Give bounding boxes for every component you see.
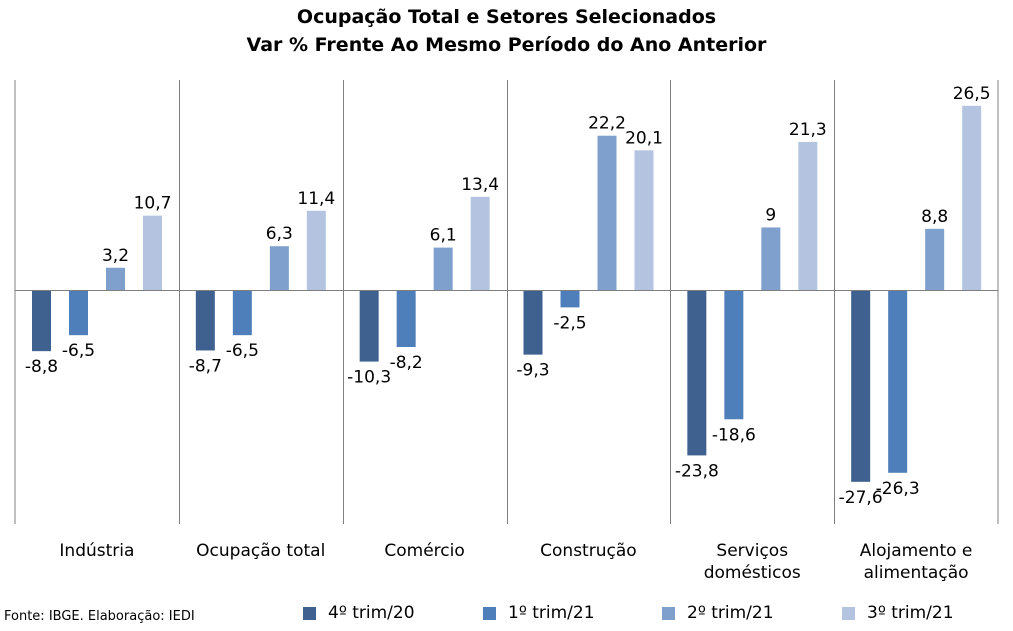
- bar: [798, 141, 818, 290]
- data-label: 6,1: [430, 226, 457, 246]
- data-label: 11,4: [297, 189, 335, 209]
- data-label: -23,8: [675, 461, 719, 481]
- data-label: -8,2: [390, 353, 423, 373]
- chart-title-line1: Ocupação Total e Setores Selecionados: [296, 6, 717, 28]
- bar: [143, 215, 162, 290]
- bar: [470, 196, 490, 290]
- bar: [634, 150, 654, 290]
- bar: [724, 290, 744, 420]
- data-label: -18,6: [712, 425, 756, 445]
- data-label: 3,2: [102, 246, 129, 266]
- category-label: Indústria: [59, 541, 135, 561]
- source-note: Fonte: IBGE. Elaboração: IEDI: [4, 609, 195, 624]
- category-label: Construção: [540, 541, 637, 561]
- data-label: -2,5: [553, 313, 586, 333]
- data-label: -8,7: [189, 356, 222, 376]
- bar: [761, 227, 781, 290]
- legend-item: 4º trim/20: [303, 602, 415, 624]
- data-label: 10,7: [134, 194, 172, 214]
- legend-swatch: [303, 606, 316, 620]
- legend-label: 2º trim/21: [687, 603, 774, 623]
- bar: [106, 267, 125, 290]
- chart-title-line2: Var % Frente Ao Mesmo Período do Ano Ant…: [246, 34, 767, 56]
- legend-label: 3º trim/21: [867, 603, 954, 623]
- legend-swatch: [842, 606, 855, 620]
- bar: [851, 290, 871, 482]
- bar: [523, 290, 543, 355]
- data-label: 8,8: [921, 207, 948, 227]
- data-label: 9: [765, 205, 776, 225]
- bar: [69, 290, 88, 336]
- legend-label: 4º trim/20: [328, 603, 415, 623]
- category-label: Alojamento e alimentação: [859, 541, 973, 583]
- data-label: -8,8: [25, 357, 58, 377]
- bar: [195, 290, 215, 351]
- legend-item: 2º trim/21: [662, 602, 774, 624]
- legend-swatch: [662, 606, 675, 620]
- data-label: -26,3: [876, 479, 920, 499]
- data-label: -27,6: [839, 488, 883, 508]
- bar: [359, 290, 379, 362]
- bar: [396, 290, 416, 347]
- data-label: 22,2: [588, 114, 626, 134]
- bar: [232, 290, 252, 336]
- data-label: 21,3: [789, 120, 827, 140]
- bar: [925, 228, 945, 290]
- legend-item: 1º trim/21: [483, 602, 595, 624]
- data-label: -6,5: [62, 341, 95, 361]
- bar: [433, 247, 453, 290]
- category-label: Comércio: [384, 541, 465, 561]
- bar: [306, 210, 326, 290]
- bar: [32, 290, 51, 352]
- legend-swatch: [483, 606, 496, 620]
- legend-item: 3º trim/21: [842, 602, 954, 624]
- data-label: 13,4: [461, 175, 499, 195]
- data-label: 26,5: [953, 84, 991, 104]
- bar-chart: -8,8 -8,7 -10,3 -9,3 -23,8 -27,6 -6,5 -6,5 -8,2 -…: [14, 80, 999, 524]
- bar: [597, 135, 617, 290]
- data-label: -9,3: [516, 361, 549, 381]
- bar: [269, 246, 289, 290]
- bar: [687, 290, 707, 456]
- legend-label: 1º trim/21: [508, 603, 595, 623]
- data-label: -10,3: [347, 368, 391, 388]
- category-label: Ocupação total: [196, 541, 326, 561]
- bar: [962, 105, 982, 290]
- data-label: -6,5: [226, 341, 259, 361]
- category-label: Serviços domésticos: [703, 541, 801, 583]
- data-label: 20,1: [625, 128, 663, 148]
- data-label: 6,3: [266, 224, 293, 244]
- bar: [888, 290, 908, 473]
- bar: [560, 290, 580, 308]
